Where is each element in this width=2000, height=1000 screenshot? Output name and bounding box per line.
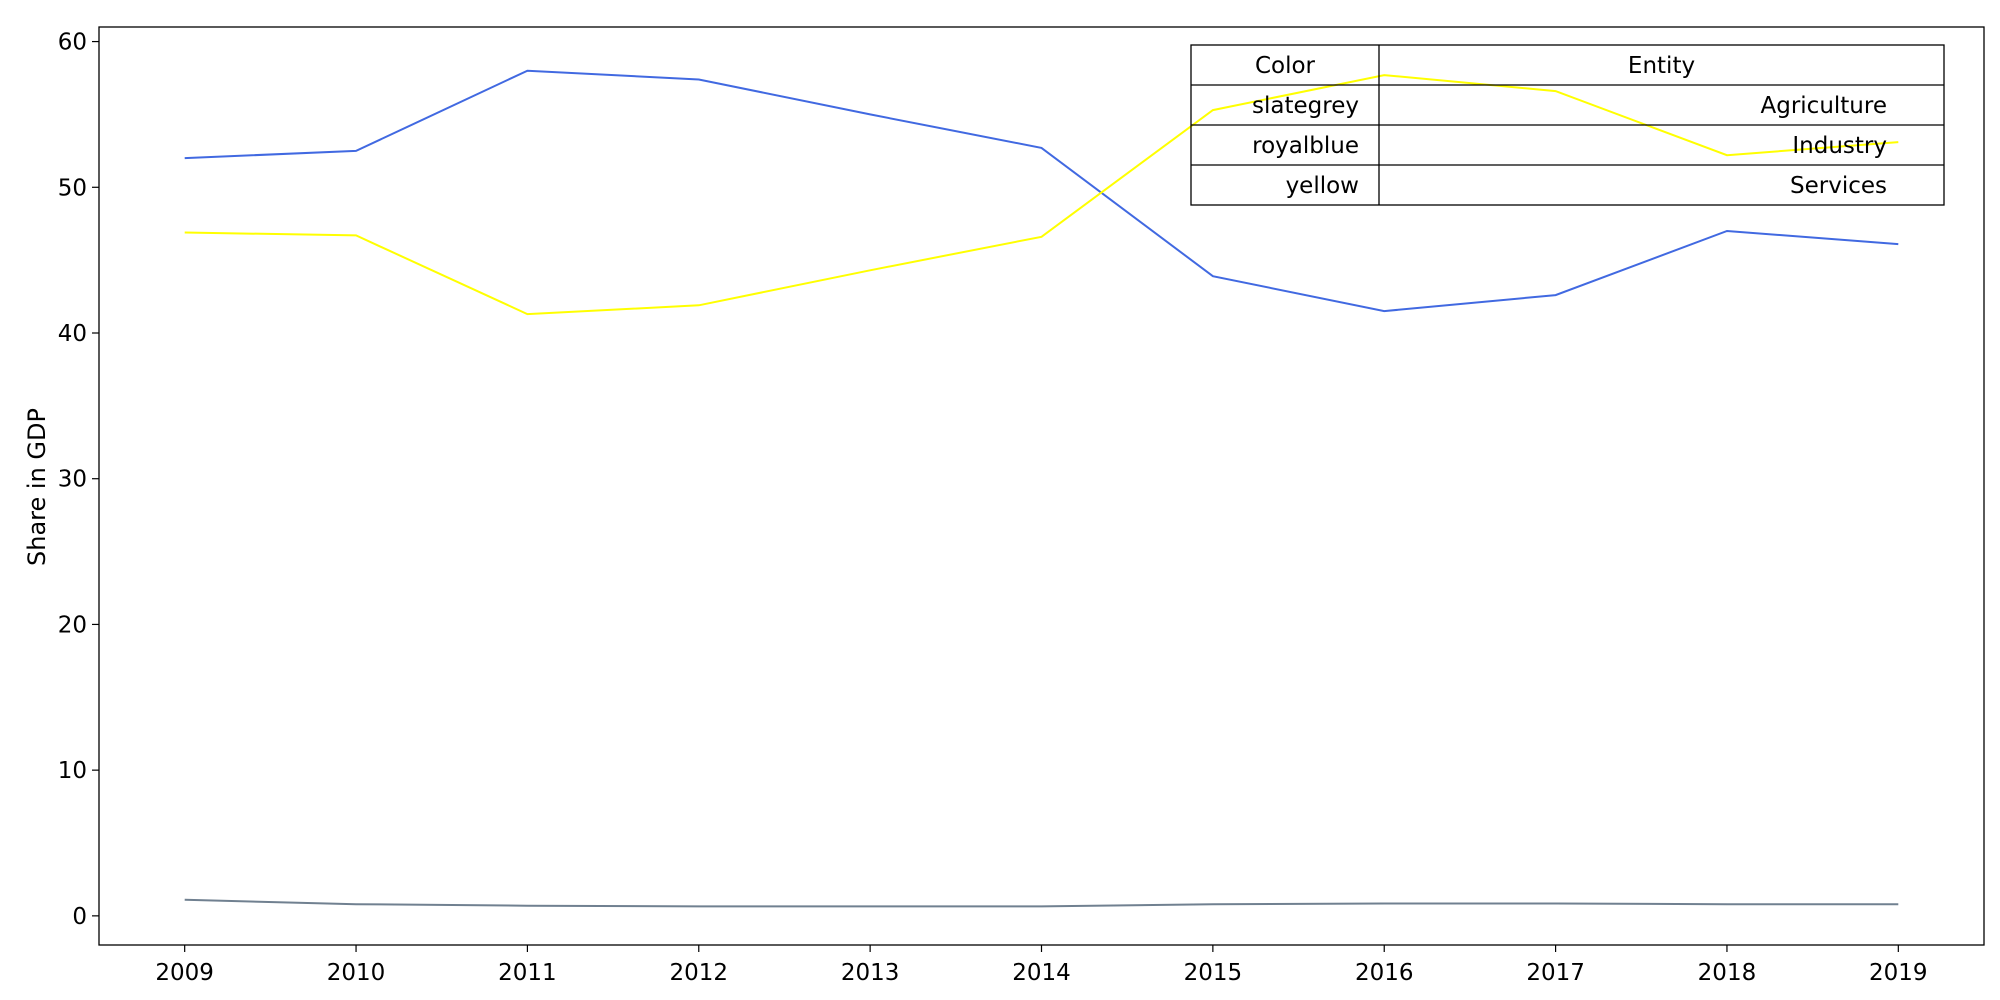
y-tick-label: 60 [58, 30, 87, 56]
x-tick-label: 2017 [1526, 960, 1585, 986]
y-tick-label: 50 [58, 175, 87, 201]
series-line-industry [184, 69, 1899, 313]
y-tick-label: 40 [58, 321, 87, 347]
x-tick-label: 2018 [1698, 960, 1757, 986]
x-tick-label: 2009 [155, 960, 214, 986]
series-line-services [184, 74, 1899, 316]
legend-header-color: Color [1255, 53, 1316, 79]
legend-entity-cell: Agriculture [1761, 93, 1888, 119]
y-tick-label: 10 [58, 758, 87, 784]
x-tick-label: 2010 [327, 960, 386, 986]
x-tick-label: 2015 [1184, 960, 1243, 986]
legend-entity-cell: Industry [1792, 133, 1887, 159]
legend-header-entity: Entity [1628, 53, 1695, 79]
y-tick-label: 20 [58, 612, 87, 638]
x-tick-label: 2011 [498, 960, 557, 986]
legend-color-cell: yellow [1286, 173, 1359, 199]
legend-color-cell: royalblue [1252, 133, 1359, 159]
series-line-agriculture [184, 898, 1899, 908]
y-tick-label: 30 [58, 467, 87, 493]
series-lines [184, 69, 1899, 908]
x-tick-label: 2019 [1869, 960, 1928, 986]
legend-entity-cell: Services [1790, 173, 1887, 199]
x-tick-label: 2012 [669, 960, 728, 986]
x-axis: 2009 2010 2011 2012 2013 2014 2015 2016 2017 2018… [155, 945, 1928, 986]
legend-table: Color Entity slategrey Agriculture royalblue… [1190, 44, 1945, 206]
y-axis: 0 10 20 30 40 50 60 [58, 30, 99, 930]
x-tick-label: 2014 [1012, 960, 1071, 986]
x-tick-label: 2016 [1355, 960, 1414, 986]
x-tick-label: 2013 [841, 960, 900, 986]
y-tick-label: 0 [72, 904, 87, 930]
y-axis-label: Share in GDP [23, 408, 51, 566]
legend-color-cell: slategrey [1252, 93, 1359, 119]
